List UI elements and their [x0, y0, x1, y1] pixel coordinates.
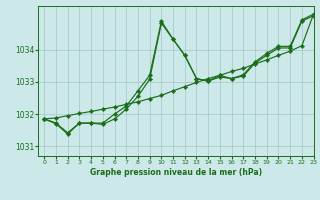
X-axis label: Graphe pression niveau de la mer (hPa): Graphe pression niveau de la mer (hPa): [90, 168, 262, 177]
